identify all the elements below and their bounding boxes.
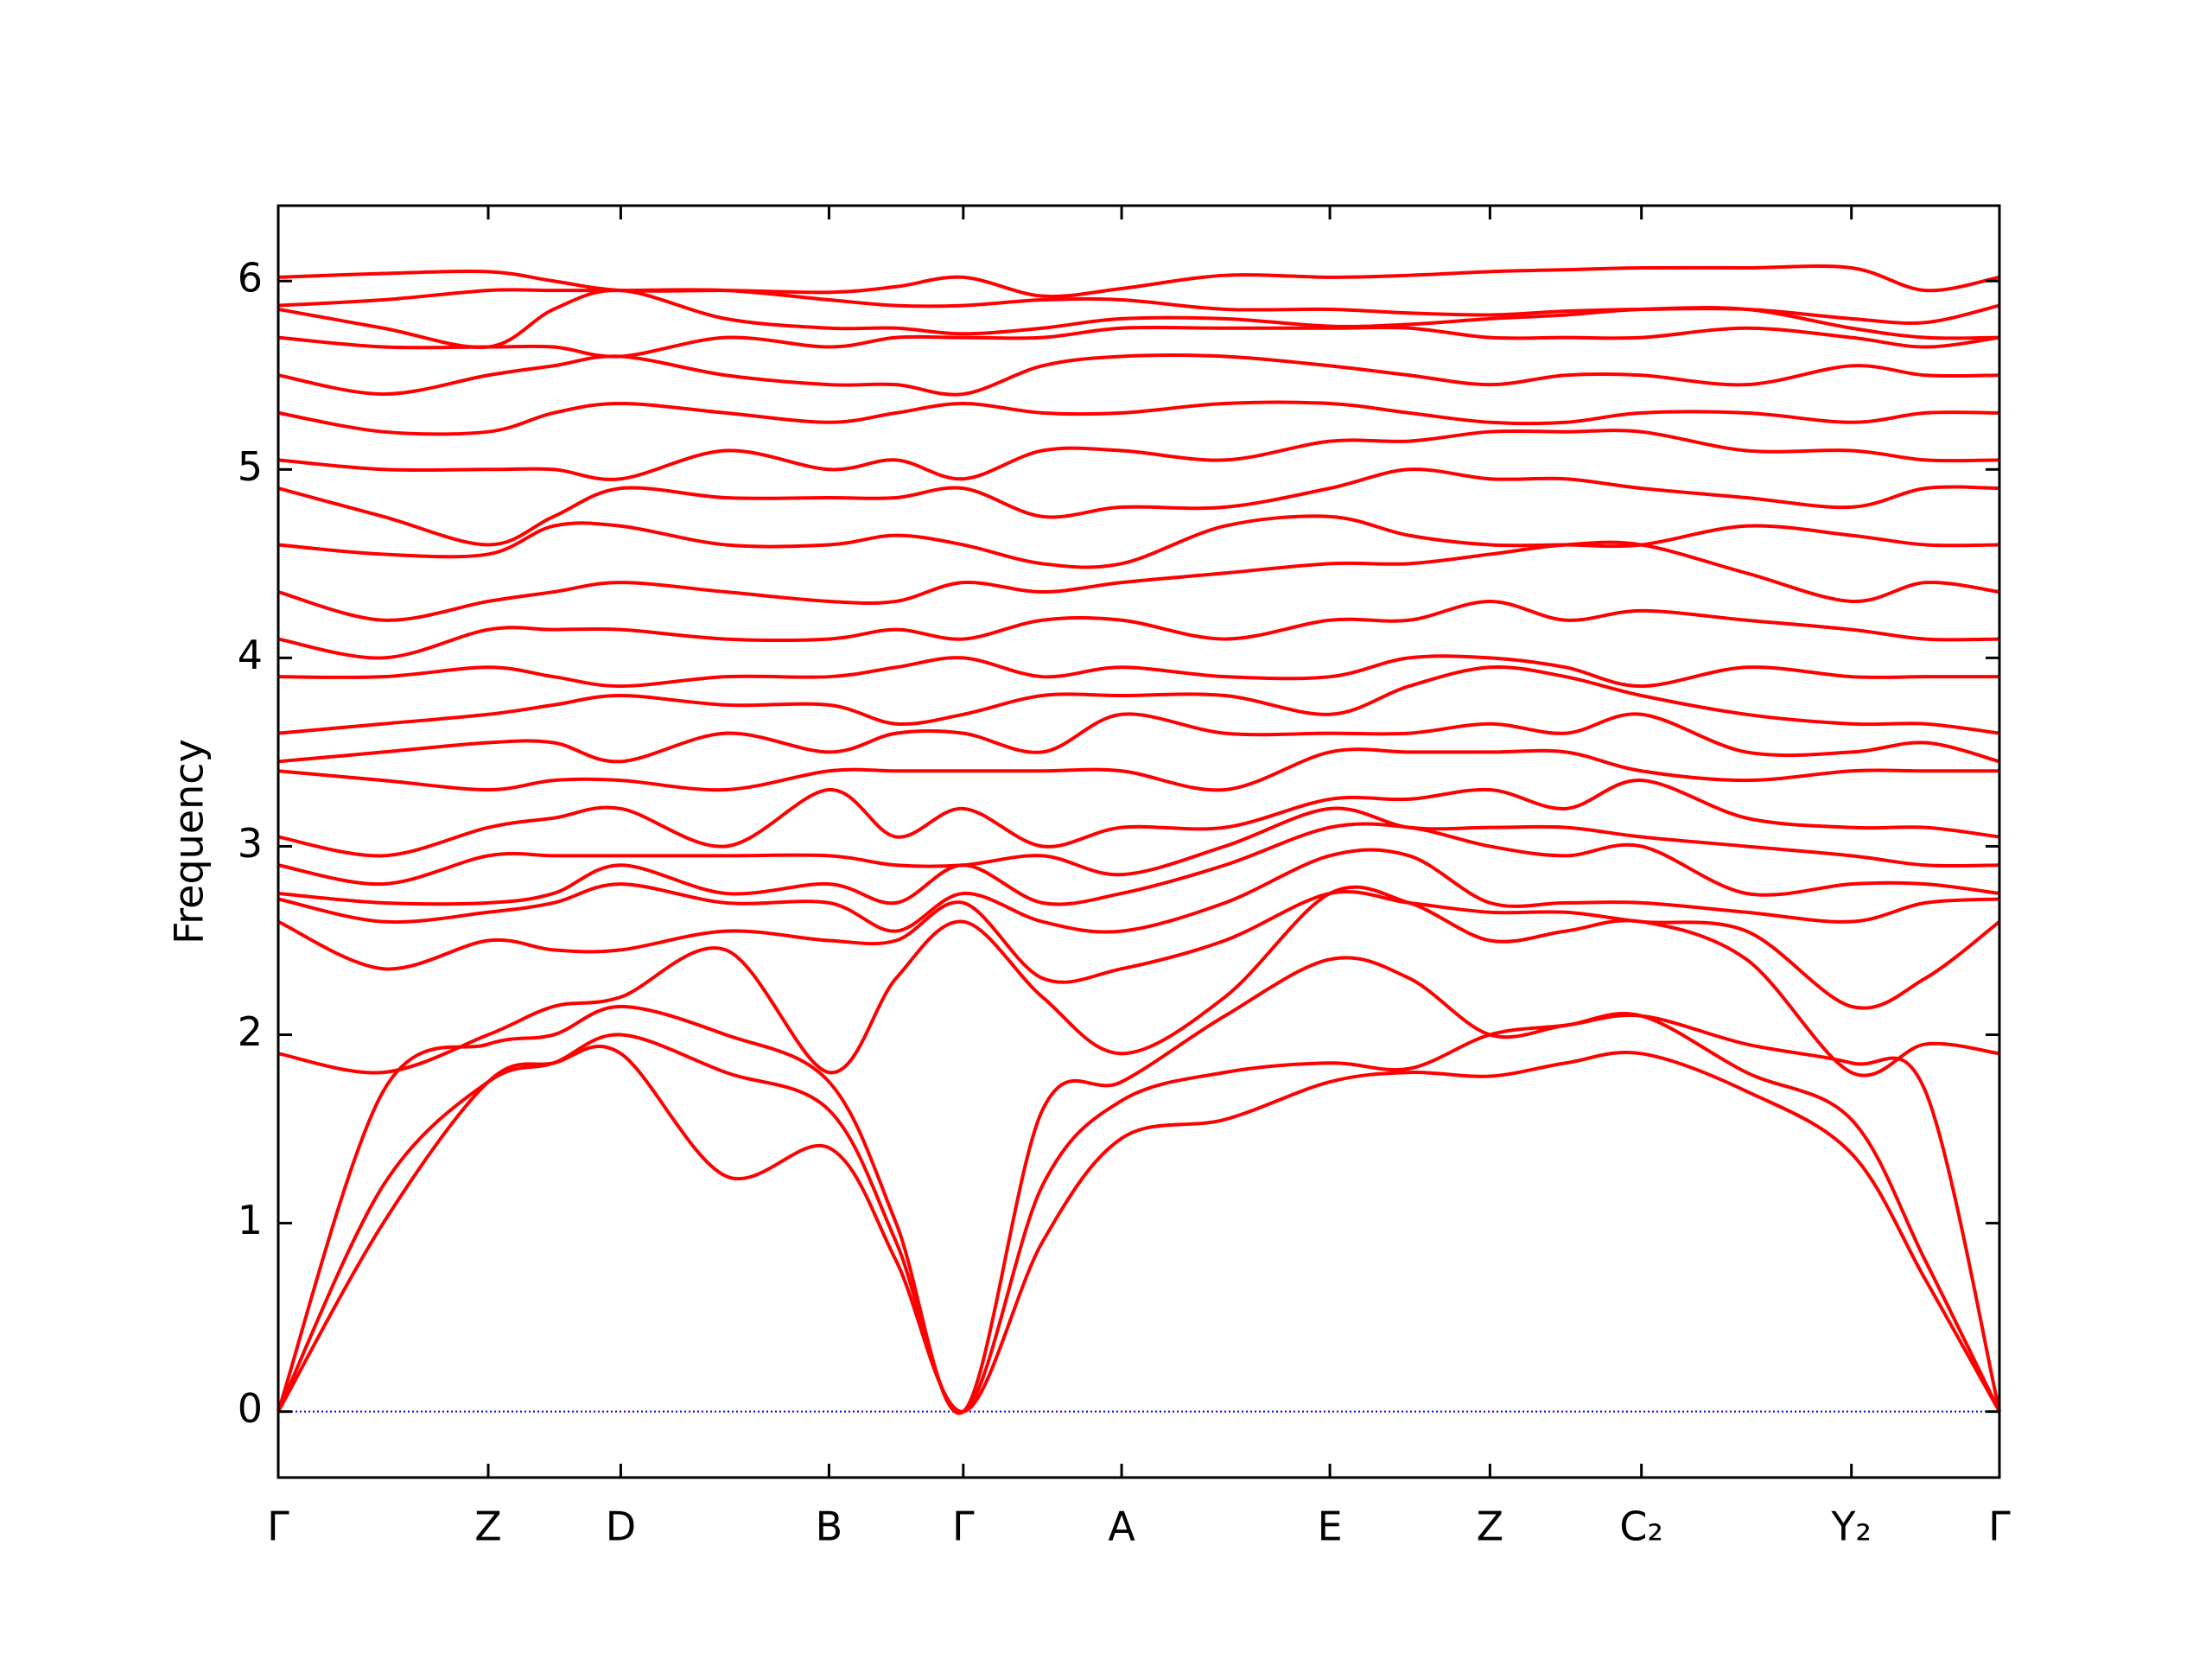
x-tick-label: Γ <box>1988 1503 2011 1550</box>
band <box>277 747 1999 792</box>
band <box>277 664 2000 735</box>
y-tick-label: 3 <box>238 820 263 867</box>
band <box>276 1045 2001 1414</box>
band <box>277 288 2000 325</box>
x-tick-label: Y₂ <box>1830 1503 1872 1550</box>
x-tick-label: Γ <box>267 1503 289 1550</box>
x-tick-label: A <box>1108 1503 1135 1550</box>
y-tick-label: 5 <box>238 443 263 490</box>
band <box>277 779 2000 858</box>
band <box>277 353 2000 397</box>
band <box>277 540 2000 622</box>
x-tick-label: Z <box>1477 1503 1504 1550</box>
band <box>277 848 2000 934</box>
band <box>277 467 2000 547</box>
y-tick-label: 1 <box>238 1197 263 1243</box>
band <box>277 599 2000 660</box>
band <box>276 1012 2001 1414</box>
band <box>277 654 1999 689</box>
band <box>277 712 2000 764</box>
x-tick-label: Γ <box>952 1503 975 1550</box>
band <box>277 400 2000 436</box>
y-tick-label: 0 <box>238 1385 263 1432</box>
band <box>277 325 2000 359</box>
x-tick-label: B <box>816 1503 843 1550</box>
band <box>277 806 2000 887</box>
band <box>276 956 2001 1415</box>
y-tick-label: 6 <box>238 255 263 302</box>
plot-frame <box>276 204 2001 1479</box>
band <box>277 429 2000 481</box>
band <box>277 514 2000 569</box>
band <box>277 889 2001 1010</box>
y-axis-label: Frequency <box>166 739 213 944</box>
band <box>277 822 2000 906</box>
x-tick-label: E <box>1318 1503 1343 1550</box>
band <box>277 289 2000 350</box>
y-tick-label: 2 <box>238 1008 263 1055</box>
x-tick-label: D <box>606 1503 636 1550</box>
x-tick-label: Z <box>474 1503 502 1550</box>
x-tick-label: C₂ <box>1619 1503 1663 1550</box>
band <box>277 885 2000 1077</box>
y-tick-label: 4 <box>238 632 263 678</box>
band <box>277 264 2000 299</box>
